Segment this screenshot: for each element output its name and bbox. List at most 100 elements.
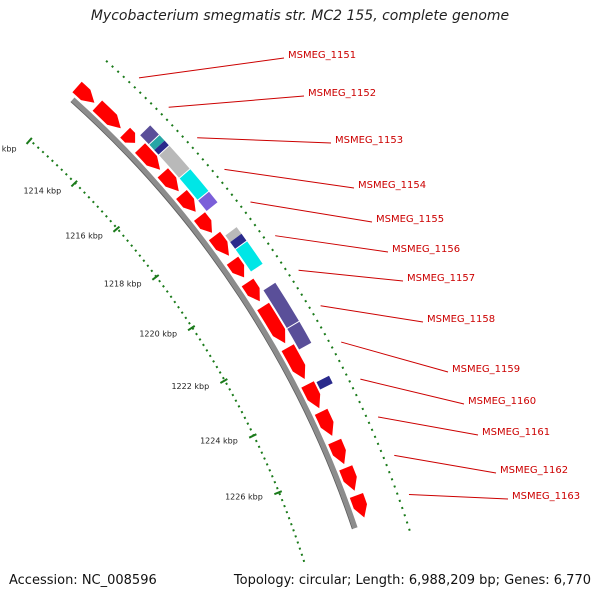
outer-tick-24 (225, 187, 229, 191)
outer-tick-56 (354, 393, 358, 397)
outer-tick-52 (341, 366, 345, 370)
gene-label-MSMEG_1156: MSMEG_1156 (392, 244, 460, 255)
outer-tick-38 (288, 273, 291, 277)
cds-arrow-8 (208, 231, 229, 256)
cds-arrow-12 (281, 344, 306, 379)
inner-tick-47 (218, 371, 222, 374)
inner-tick-68 (278, 492, 282, 496)
gene-label-MSMEG_1155: MSMEG_1155 (376, 214, 444, 225)
inner-tick-7 (60, 168, 64, 172)
outer-tick-54 (348, 380, 352, 383)
outer-tick-17 (191, 146, 195, 150)
inner-tick-25 (138, 254, 142, 258)
gene-label-MSMEG_1162: MSMEG_1162 (500, 465, 568, 476)
outer-tick-23 (220, 181, 224, 185)
scale-major-tick-5 (187, 325, 196, 332)
inner-tick-76 (296, 541, 300, 544)
cog-block-4 (159, 145, 190, 178)
outer-tick-41 (300, 293, 304, 297)
cog-block-12 (316, 375, 333, 390)
inner-tick-52 (234, 399, 238, 403)
outer-tick-65 (382, 456, 386, 460)
outer-tick-74 (405, 521, 409, 524)
gene-label-MSMEG_1163: MSMEG_1163 (512, 491, 580, 502)
outer-tick-57 (358, 400, 361, 404)
inner-tick-2 (36, 146, 40, 150)
gene-label-MSMEG_1151: MSMEG_1151 (288, 50, 356, 61)
gene-leader-MSMEG_1152 (168, 95, 305, 108)
gene-leader-MSMEG_1160 (360, 378, 465, 405)
cds-arrow-10 (241, 278, 260, 302)
scale-major-tick-3 (112, 225, 121, 233)
inner-tick-69 (280, 498, 284, 502)
inner-tick-59 (254, 439, 258, 443)
outer-tick-62 (373, 435, 377, 439)
inner-tick-45 (212, 360, 215, 363)
inner-tick-61 (260, 451, 264, 454)
inner-tick-44 (208, 354, 212, 358)
outer-tick-46 (319, 326, 323, 329)
outer-tick-20 (206, 163, 210, 167)
inner-tick-55 (243, 416, 247, 420)
outer-tick-33 (266, 242, 270, 246)
outer-tick-73 (403, 514, 406, 517)
cds-arrow-4 (135, 143, 161, 170)
outer-tick-19 (201, 157, 205, 161)
genome-backbone (71, 97, 358, 529)
scale-label-1222-kbp: 1222 kbp (171, 382, 209, 391)
inner-tick-24 (134, 249, 138, 253)
outer-tick-15 (181, 135, 185, 138)
gene-leader-MSMEG_1155 (250, 201, 373, 223)
genome-title: Mycobacterium smegmatis str. MC2 155, co… (90, 8, 510, 24)
outer-tick-69 (393, 485, 396, 488)
scale-major-tick-6 (219, 378, 228, 384)
inner-tick-74 (292, 529, 295, 532)
inner-tick-17 (104, 214, 108, 218)
genome-summary-text: Topology: circular; Length: 6,988,209 bp… (233, 573, 591, 588)
outer-tick-4 (122, 75, 126, 79)
gene-label-MSMEG_1154: MSMEG_1154 (358, 180, 426, 191)
outer-tick-21 (211, 169, 215, 173)
outer-tick-59 (364, 414, 368, 418)
outer-tick-29 (249, 217, 252, 221)
scale-label-1220-kbp: 1220 kbp (139, 330, 177, 339)
inner-tick-38 (188, 321, 191, 325)
inner-tick-21 (121, 234, 125, 238)
inner-tick-37 (184, 316, 188, 320)
inner-tick-77 (298, 547, 302, 550)
scale-label-1216-kbp: 1216 kbp (65, 232, 103, 241)
gene-label-MSMEG_1153: MSMEG_1153 (335, 135, 403, 146)
outer-tick-45 (315, 319, 319, 323)
outer-tick-75 (408, 528, 411, 532)
inner-tick-57 (249, 428, 253, 431)
inner-tick-71 (285, 510, 289, 514)
scale-major-tick-4 (151, 274, 160, 281)
inner-tick-35 (177, 305, 180, 309)
outer-tick-50 (334, 352, 338, 356)
scale-major-tick-1 (25, 137, 33, 145)
outer-tick-14 (176, 129, 179, 133)
genome-backbone-shadow (70, 101, 353, 530)
scale-label-1212-kbp: 1212 kbp (0, 144, 17, 153)
inner-tick-73 (290, 522, 293, 526)
inner-tick-42 (202, 343, 205, 347)
outer-tick-10 (155, 107, 158, 111)
cds-arrow-14 (314, 408, 334, 436)
cds-arrow-13 (301, 381, 321, 409)
outer-tick-47 (323, 332, 327, 336)
inner-tick-62 (263, 457, 266, 460)
accession-text: Accession: NC_008596 (9, 573, 157, 588)
gene-label-MSMEG_1160: MSMEG_1160 (468, 396, 536, 407)
gene-leader-MSMEG_1154 (224, 168, 355, 189)
inner-tick-67 (275, 486, 279, 490)
inner-tick-9 (69, 177, 73, 181)
outer-tick-44 (312, 312, 315, 316)
inner-tick-15 (96, 205, 100, 209)
cds-arrow-2 (92, 100, 121, 129)
gene-leader-MSMEG_1159 (341, 341, 449, 373)
cds-arrow-15 (328, 438, 346, 465)
outer-tick-5 (127, 80, 131, 84)
inner-tick-40 (195, 332, 198, 336)
scale-label-1224-kbp: 1224 kbp (200, 436, 238, 445)
